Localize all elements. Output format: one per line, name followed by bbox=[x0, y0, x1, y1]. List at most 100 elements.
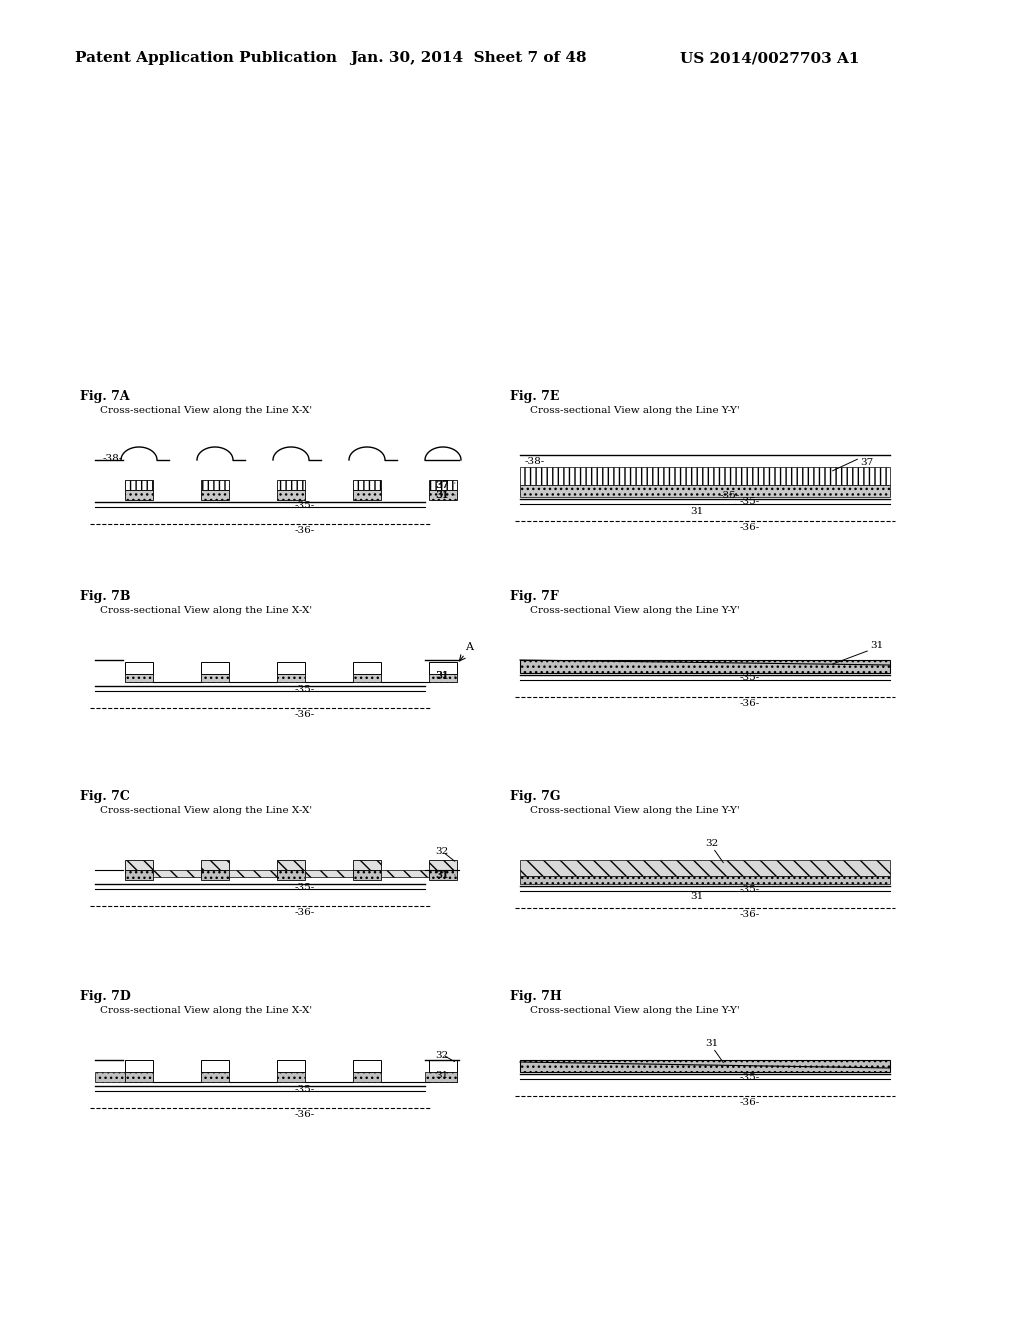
Text: 31: 31 bbox=[435, 490, 455, 500]
Text: -35-: -35- bbox=[295, 883, 315, 891]
Bar bbox=[520, 484, 890, 498]
Text: Jan. 30, 2014  Sheet 7 of 48: Jan. 30, 2014 Sheet 7 of 48 bbox=[350, 51, 587, 65]
Bar bbox=[429, 870, 457, 880]
Bar bbox=[429, 861, 457, 870]
Text: -36-: -36- bbox=[295, 908, 315, 917]
Bar bbox=[353, 870, 381, 880]
Bar bbox=[429, 480, 457, 490]
Text: Fig. 7C: Fig. 7C bbox=[80, 789, 130, 803]
Bar bbox=[125, 870, 153, 880]
Bar bbox=[201, 861, 229, 870]
Text: Cross-sectional View along the Line Y-Y': Cross-sectional View along the Line Y-Y' bbox=[530, 807, 739, 814]
Text: -35-: -35- bbox=[740, 884, 760, 894]
Text: Cross-sectional View along the Line X-X': Cross-sectional View along the Line X-X' bbox=[100, 1006, 312, 1015]
Text: 37: 37 bbox=[435, 480, 455, 490]
Text: -38-: -38- bbox=[525, 457, 545, 466]
Text: -38-: -38- bbox=[103, 454, 123, 463]
Bar bbox=[201, 663, 229, 675]
Text: -35-: -35- bbox=[740, 673, 760, 682]
Bar bbox=[278, 870, 305, 880]
Bar bbox=[278, 480, 305, 490]
Text: 31: 31 bbox=[435, 870, 449, 879]
Bar bbox=[278, 1060, 305, 1072]
Bar bbox=[278, 861, 305, 870]
Text: Cross-sectional View along the Line X-X': Cross-sectional View along the Line X-X' bbox=[100, 407, 312, 414]
Text: Cross-sectional View along the Line Y-Y': Cross-sectional View along the Line Y-Y' bbox=[530, 407, 739, 414]
Bar bbox=[429, 663, 457, 675]
Bar bbox=[278, 663, 305, 675]
Text: Cross-sectional View along the Line Y-Y': Cross-sectional View along the Line Y-Y' bbox=[530, 606, 739, 615]
Text: -36-: -36- bbox=[295, 710, 315, 719]
Text: 31: 31 bbox=[435, 672, 449, 681]
Bar bbox=[229, 870, 278, 876]
Text: US 2014/0027703 A1: US 2014/0027703 A1 bbox=[680, 51, 859, 65]
Bar bbox=[95, 1072, 125, 1082]
Bar bbox=[125, 663, 153, 675]
Text: A: A bbox=[465, 642, 473, 652]
Text: -35-: -35- bbox=[295, 500, 315, 510]
Bar bbox=[353, 490, 381, 500]
Text: -36-: -36- bbox=[295, 1110, 315, 1119]
Text: -35-: -35- bbox=[740, 1072, 760, 1081]
Bar bbox=[201, 870, 229, 880]
Bar bbox=[201, 490, 229, 500]
Bar bbox=[429, 490, 457, 500]
Text: Fig. 7G: Fig. 7G bbox=[510, 789, 560, 803]
Text: Cross-sectional View along the Line X-X': Cross-sectional View along the Line X-X' bbox=[100, 606, 312, 615]
Bar bbox=[278, 1072, 305, 1082]
Bar bbox=[201, 1072, 229, 1082]
Bar bbox=[353, 1060, 381, 1072]
Text: 31: 31 bbox=[690, 892, 703, 902]
Bar bbox=[153, 870, 201, 876]
Text: Fig. 7H: Fig. 7H bbox=[510, 990, 562, 1003]
Text: -35-: -35- bbox=[740, 498, 760, 507]
Bar bbox=[353, 675, 381, 682]
Text: 31: 31 bbox=[435, 671, 455, 681]
Bar bbox=[125, 675, 153, 682]
Bar bbox=[353, 861, 381, 870]
Text: Fig. 7D: Fig. 7D bbox=[80, 990, 131, 1003]
Text: Fig. 7E: Fig. 7E bbox=[510, 389, 559, 403]
Text: Cross-sectional View along the Line Y-Y': Cross-sectional View along the Line Y-Y' bbox=[530, 1006, 739, 1015]
Text: Fig. 7F: Fig. 7F bbox=[510, 590, 559, 603]
Bar bbox=[201, 480, 229, 490]
Text: Fig. 7B: Fig. 7B bbox=[80, 590, 130, 603]
Bar bbox=[520, 660, 890, 673]
Bar bbox=[425, 1072, 457, 1082]
Text: 32: 32 bbox=[435, 847, 449, 857]
Text: 32: 32 bbox=[435, 1051, 449, 1060]
Bar bbox=[353, 480, 381, 490]
Text: 37: 37 bbox=[435, 480, 449, 490]
Text: Fig. 7A: Fig. 7A bbox=[80, 389, 130, 403]
Text: 31: 31 bbox=[435, 1071, 449, 1080]
Bar bbox=[125, 480, 153, 490]
Bar bbox=[353, 1072, 381, 1082]
Bar bbox=[125, 861, 153, 870]
Text: -36-: -36- bbox=[740, 700, 760, 708]
Text: -35-: -35- bbox=[295, 685, 315, 693]
Bar bbox=[520, 876, 890, 884]
Text: -36-: -36- bbox=[740, 1098, 760, 1107]
Bar bbox=[429, 675, 457, 682]
Text: -36-: -36- bbox=[740, 909, 760, 919]
Text: 37: 37 bbox=[860, 458, 873, 467]
Text: 31: 31 bbox=[690, 507, 703, 516]
Text: -35-: -35- bbox=[295, 1085, 315, 1093]
Text: 31: 31 bbox=[705, 1039, 718, 1048]
Text: 31: 31 bbox=[435, 870, 455, 880]
Bar bbox=[278, 490, 305, 500]
Bar bbox=[125, 1060, 153, 1072]
Bar bbox=[201, 1060, 229, 1072]
Bar bbox=[353, 663, 381, 675]
Text: -35-: -35- bbox=[720, 491, 740, 500]
Bar bbox=[125, 490, 153, 500]
Bar bbox=[125, 1072, 153, 1082]
Bar bbox=[520, 467, 890, 484]
Text: Cross-sectional View along the Line X-X': Cross-sectional View along the Line X-X' bbox=[100, 807, 312, 814]
Text: Patent Application Publication: Patent Application Publication bbox=[75, 51, 337, 65]
Bar bbox=[381, 870, 429, 876]
Bar bbox=[429, 1072, 457, 1082]
Text: 31: 31 bbox=[435, 491, 449, 499]
Bar bbox=[429, 1060, 457, 1072]
Bar bbox=[520, 861, 890, 876]
